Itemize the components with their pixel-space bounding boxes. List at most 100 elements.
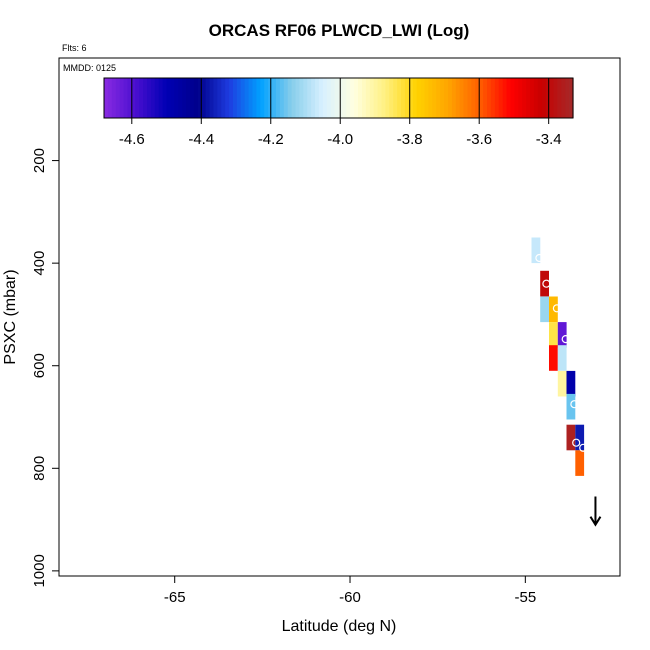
- colorbar-swatch: [447, 78, 453, 118]
- date-note: MMDD: 0125: [63, 63, 116, 73]
- flight-track: [535, 253, 588, 452]
- colorbar-swatch: [158, 78, 164, 118]
- colorbar-swatch: [303, 78, 308, 118]
- colorbar-swatch: [139, 78, 144, 118]
- colorbar-swatch: [279, 78, 285, 118]
- colorbar-swatch: [565, 78, 570, 118]
- colorbar-swatch: [178, 78, 183, 118]
- colorbar-swatch: [502, 78, 508, 118]
- y-axis: 200 400 600 800 1000: [31, 148, 60, 588]
- colorbar-swatch: [162, 78, 168, 118]
- colorbar-swatch: [338, 78, 344, 118]
- colorbar-swatch: [275, 78, 281, 118]
- colorbar-swatch: [381, 78, 386, 118]
- colorbar-swatch: [412, 78, 418, 118]
- colorbar-swatch: [530, 78, 535, 118]
- colorbar-swatch: [287, 78, 293, 118]
- colorbar-swatch: [494, 78, 500, 118]
- colorbar-swatch: [487, 78, 492, 118]
- colorbar-swatch: [377, 78, 383, 118]
- x-tick-label: -55: [514, 589, 536, 606]
- x-tick-label: -60: [339, 589, 361, 606]
- colorbar-swatch: [295, 78, 301, 118]
- colorbar: -4.6 -4.4 -4.2 -4.0 -3.8 -3.6 -3.4: [103, 77, 574, 148]
- colorbar-swatch: [330, 78, 336, 118]
- colorbar-tick-label: -4.6: [119, 131, 145, 148]
- colorbar-swatch: [440, 78, 445, 118]
- data-cell: [557, 345, 567, 371]
- colorbar-swatch: [307, 78, 312, 118]
- track-marker: [542, 279, 551, 288]
- colorbar-swatch: [131, 78, 136, 118]
- track-marker: [570, 400, 579, 409]
- colorbar-tick-label: -4.4: [188, 131, 214, 148]
- colorbar-swatch: [455, 78, 461, 118]
- track-marker: [561, 335, 570, 344]
- colorbar-swatch: [264, 78, 269, 118]
- chart-title: ORCAS RF06 PLWCD_LWI (Log): [209, 21, 470, 40]
- y-axis-label: PSXC (mbar): [2, 269, 19, 364]
- x-axis-label: Latitude (deg N): [282, 618, 397, 635]
- colorbar-swatch: [221, 78, 226, 118]
- colorbar-swatch: [311, 78, 316, 118]
- colorbar-tick-label: -3.6: [466, 131, 492, 148]
- colorbar-swatch: [182, 78, 187, 118]
- colorbar-swatch: [240, 78, 246, 118]
- colorbar-tick-label: -3.4: [536, 131, 562, 148]
- colorbar-swatch: [322, 78, 328, 118]
- colorbar-swatch: [514, 78, 519, 118]
- colorbar-swatch: [432, 78, 437, 118]
- colorbar-swatch: [209, 78, 215, 118]
- colorbar-swatch: [397, 78, 402, 118]
- track-marker: [579, 443, 588, 452]
- y-tick-label: 600: [31, 353, 48, 378]
- colorbar-swatch: [490, 78, 496, 118]
- colorbar-swatch: [365, 78, 371, 118]
- colorbar-swatch: [260, 78, 265, 118]
- colorbar-swatch: [197, 78, 203, 118]
- colorbar-swatch: [244, 78, 250, 118]
- flights-note: Flts: 6: [62, 43, 87, 53]
- colorbar-swatch: [127, 78, 132, 118]
- colorbar-swatch: [248, 78, 254, 118]
- y-tick-label: 400: [31, 251, 48, 276]
- colorbar-swatch: [428, 78, 433, 118]
- colorbar-swatch: [111, 78, 117, 118]
- data-cell: [566, 393, 576, 420]
- colorbar-swatch: [416, 78, 422, 118]
- colorbar-swatch: [107, 78, 113, 118]
- data-cell: [557, 322, 567, 348]
- track-marker: [552, 304, 562, 313]
- colorbar-swatch: [420, 78, 426, 118]
- y-tick-label: 1000: [31, 554, 48, 587]
- colorbar-swatch: [283, 78, 289, 118]
- colorbar-swatch: [459, 78, 465, 118]
- colorbar-swatch: [217, 78, 222, 118]
- colorbar-swatch: [510, 78, 515, 118]
- arrow-head: [589, 516, 602, 527]
- colorbar-swatch: [170, 78, 175, 118]
- track-marker: [572, 438, 581, 447]
- colorbar-frame: [103, 77, 574, 119]
- colorbar-tick-label: -4.2: [258, 131, 284, 148]
- colorbar-swatch: [154, 78, 160, 118]
- colorbar-swatch: [146, 78, 152, 118]
- colorbar-swatch: [299, 78, 304, 118]
- colorbar-tick-label: -3.8: [397, 131, 423, 148]
- colorbar-swatch: [150, 78, 156, 118]
- colorbar-swatch: [143, 78, 148, 118]
- colorbar-swatch: [252, 78, 258, 118]
- colorbar-swatch: [201, 78, 207, 118]
- colorbar-swatch: [135, 78, 140, 118]
- data-cell: [531, 237, 541, 264]
- data-cell: [549, 345, 558, 371]
- colorbar-swatch: [350, 78, 355, 118]
- colorbar-swatch: [229, 78, 234, 118]
- data-cells: [531, 237, 585, 476]
- colorbar-swatch: [483, 78, 488, 118]
- colorbar-swatch: [256, 78, 261, 118]
- x-tick-label: -65: [164, 589, 186, 606]
- colorbar-swatch: [471, 78, 476, 118]
- track-marker: [535, 253, 544, 263]
